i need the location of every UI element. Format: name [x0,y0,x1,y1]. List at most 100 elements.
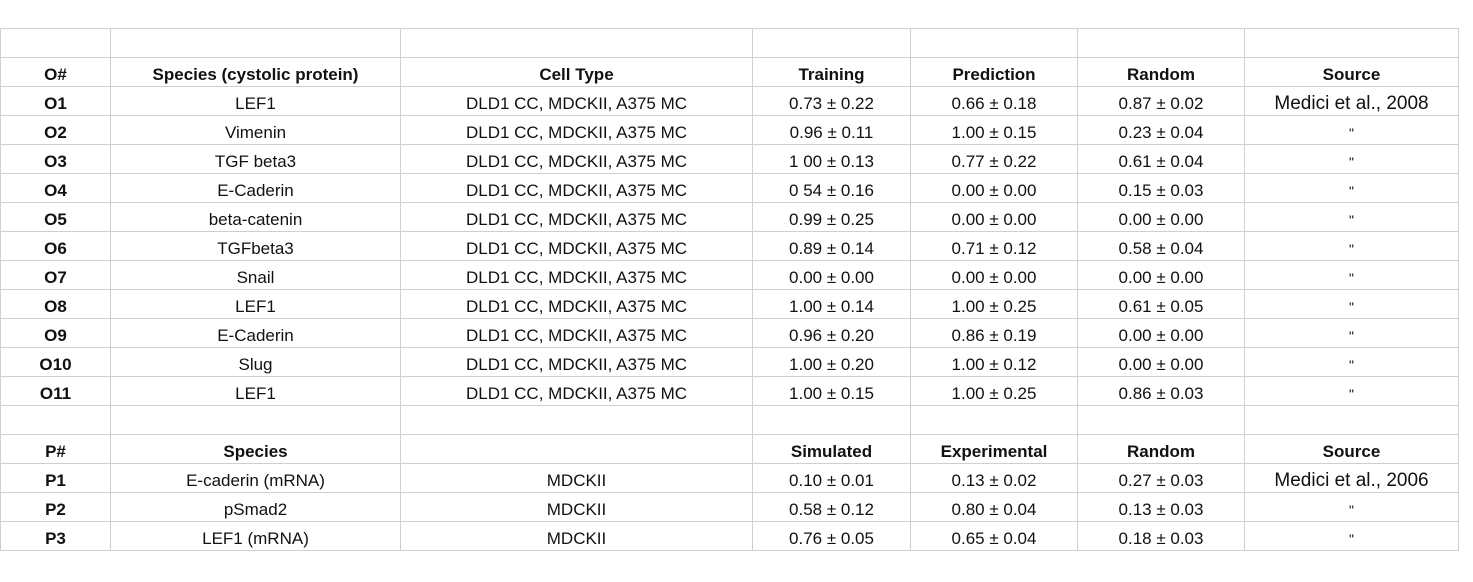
cell-cell-type[interactable]: DLD1 CC, MDCKII, A375 MC [400,115,753,145]
cell-source[interactable]: " [1244,376,1459,406]
header-cell-species[interactable]: Species [110,434,401,464]
header-cell-source[interactable]: Source [1244,434,1459,464]
cell-value-a[interactable]: 0.89 ± 0.14 [752,231,911,261]
cell-value-a[interactable]: 0.58 ± 0.12 [752,492,911,522]
cell-random[interactable]: 0.61 ± 0.05 [1077,289,1245,319]
empty-cell[interactable] [1244,28,1459,58]
cell-value-a[interactable]: 0.00 ± 0.00 [752,260,911,290]
cell-random[interactable]: 0.18 ± 0.03 [1077,521,1245,551]
empty-cell[interactable] [400,405,753,435]
cell-value-a[interactable]: 0.76 ± 0.05 [752,521,911,551]
cell-value-b[interactable]: 1.00 ± 0.25 [910,376,1078,406]
cell-value-b[interactable]: 0.77 ± 0.22 [910,144,1078,174]
cell-source[interactable]: " [1244,173,1459,203]
cell-source[interactable]: " [1244,521,1459,551]
cell-value-b[interactable]: 0.13 ± 0.02 [910,463,1078,493]
cell-id[interactable]: O4 [0,173,111,203]
cell-source[interactable]: " [1244,144,1459,174]
cell-id[interactable]: O3 [0,144,111,174]
cell-value-b[interactable]: 1.00 ± 0.25 [910,289,1078,319]
cell-random[interactable]: 0.86 ± 0.03 [1077,376,1245,406]
cell-value-b[interactable]: 0.71 ± 0.12 [910,231,1078,261]
empty-cell[interactable] [910,405,1078,435]
cell-random[interactable]: 0.00 ± 0.00 [1077,318,1245,348]
header-cell-id[interactable]: P# [0,434,111,464]
empty-cell[interactable] [1077,405,1245,435]
header-cell-id[interactable]: O# [0,57,111,87]
cell-cell-type[interactable]: DLD1 CC, MDCKII, A375 MC [400,144,753,174]
cell-id[interactable]: O2 [0,115,111,145]
cell-species[interactable]: Slug [110,347,401,377]
cell-source[interactable]: " [1244,231,1459,261]
cell-id[interactable]: P3 [0,521,111,551]
cell-species[interactable]: Vimenin [110,115,401,145]
cell-value-b[interactable]: 0.86 ± 0.19 [910,318,1078,348]
cell-species[interactable]: LEF1 (mRNA) [110,521,401,551]
cell-cell-type[interactable]: DLD1 CC, MDCKII, A375 MC [400,260,753,290]
cell-cell-type[interactable]: DLD1 CC, MDCKII, A375 MC [400,231,753,261]
header-cell-cell-type[interactable] [400,434,753,464]
empty-cell[interactable] [400,28,753,58]
cell-source[interactable]: " [1244,347,1459,377]
cell-source[interactable]: " [1244,115,1459,145]
cell-species[interactable]: LEF1 [110,289,401,319]
cell-species[interactable]: TGF beta3 [110,144,401,174]
cell-cell-type[interactable]: DLD1 CC, MDCKII, A375 MC [400,86,753,116]
cell-cell-type[interactable]: MDCKII [400,463,753,493]
cell-value-b[interactable]: 0.00 ± 0.00 [910,173,1078,203]
cell-random[interactable]: 0.00 ± 0.00 [1077,347,1245,377]
cell-cell-type[interactable]: DLD1 CC, MDCKII, A375 MC [400,289,753,319]
cell-species[interactable]: E-caderin (mRNA) [110,463,401,493]
cell-species[interactable]: beta-catenin [110,202,401,232]
cell-value-b[interactable]: 0.65 ± 0.04 [910,521,1078,551]
cell-species[interactable]: Snail [110,260,401,290]
header-cell-value-a[interactable]: Training [752,57,911,87]
cell-value-a[interactable]: 0.96 ± 0.11 [752,115,911,145]
cell-value-a[interactable]: 1.00 ± 0.15 [752,376,911,406]
header-cell-species[interactable]: Species (cystolic protein) [110,57,401,87]
empty-cell[interactable] [752,28,911,58]
cell-id[interactable]: P2 [0,492,111,522]
cell-value-b[interactable]: 1.00 ± 0.12 [910,347,1078,377]
cell-cell-type[interactable]: DLD1 CC, MDCKII, A375 MC [400,376,753,406]
cell-cell-type[interactable]: MDCKII [400,492,753,522]
empty-cell[interactable] [910,28,1078,58]
cell-cell-type[interactable]: DLD1 CC, MDCKII, A375 MC [400,347,753,377]
cell-value-b[interactable]: 0.00 ± 0.00 [910,260,1078,290]
cell-value-b[interactable]: 0.66 ± 0.18 [910,86,1078,116]
empty-cell[interactable] [110,405,401,435]
cell-source[interactable]: Medici et al., 2008 [1244,86,1459,116]
cell-id[interactable]: O8 [0,289,111,319]
cell-value-a[interactable]: 1.00 ± 0.20 [752,347,911,377]
header-cell-source[interactable]: Source [1244,57,1459,87]
cell-cell-type[interactable]: DLD1 CC, MDCKII, A375 MC [400,173,753,203]
cell-random[interactable]: 0.15 ± 0.03 [1077,173,1245,203]
cell-random[interactable]: 0.00 ± 0.00 [1077,260,1245,290]
cell-source[interactable]: " [1244,289,1459,319]
cell-source[interactable]: " [1244,202,1459,232]
cell-cell-type[interactable]: DLD1 CC, MDCKII, A375 MC [400,202,753,232]
cell-value-b[interactable]: 1.00 ± 0.15 [910,115,1078,145]
cell-value-a[interactable]: 0.99 ± 0.25 [752,202,911,232]
cell-random[interactable]: 0.58 ± 0.04 [1077,231,1245,261]
empty-cell[interactable] [1244,405,1459,435]
cell-species[interactable]: LEF1 [110,376,401,406]
cell-species[interactable]: LEF1 [110,86,401,116]
cell-id[interactable]: O6 [0,231,111,261]
cell-id[interactable]: O9 [0,318,111,348]
header-cell-value-a[interactable]: Simulated [752,434,911,464]
cell-value-a[interactable]: 0.10 ± 0.01 [752,463,911,493]
cell-cell-type[interactable]: MDCKII [400,521,753,551]
cell-id[interactable]: P1 [0,463,111,493]
header-cell-value-b[interactable]: Experimental [910,434,1078,464]
header-cell-random[interactable]: Random [1077,57,1245,87]
cell-id[interactable]: O11 [0,376,111,406]
cell-value-b[interactable]: 0.80 ± 0.04 [910,492,1078,522]
cell-id[interactable]: O10 [0,347,111,377]
header-cell-random[interactable]: Random [1077,434,1245,464]
cell-species[interactable]: E-Caderin [110,318,401,348]
empty-cell[interactable] [752,405,911,435]
cell-species[interactable]: E-Caderin [110,173,401,203]
cell-id[interactable]: O1 [0,86,111,116]
empty-cell[interactable] [110,28,401,58]
